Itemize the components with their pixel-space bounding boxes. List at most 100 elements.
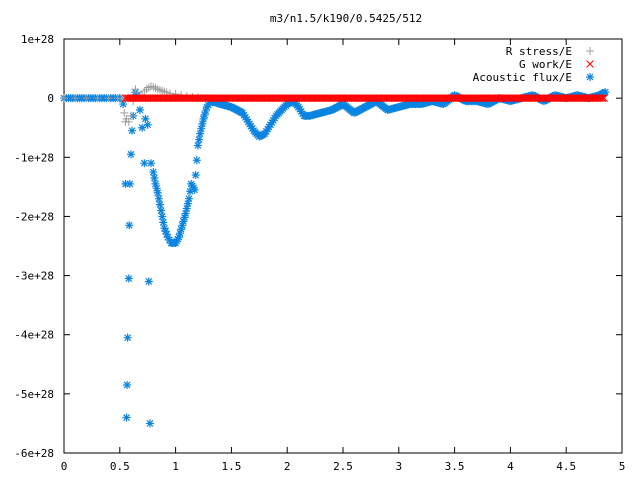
star-point — [191, 171, 200, 180]
legend-label: G work/E — [519, 58, 572, 71]
plus-point — [586, 47, 594, 55]
chart-title: m3/n1.5/k190/0.5425/512 — [270, 12, 422, 25]
star-point — [122, 413, 131, 422]
star-point — [174, 233, 183, 242]
star-point — [193, 141, 202, 150]
star-point — [176, 229, 185, 238]
plus-point — [104, 94, 113, 103]
y-tick-label: -1e+28 — [14, 151, 54, 164]
star-point — [157, 206, 166, 215]
star-point — [141, 114, 150, 123]
star-point — [197, 124, 206, 133]
star-point — [182, 204, 191, 213]
star-point — [149, 168, 158, 177]
y-tick-label: -2e+28 — [14, 210, 54, 223]
x-tick-label: 1 — [172, 460, 179, 473]
star-point — [126, 150, 135, 159]
y-axis: 1e+28 0 -1e+28 -2e+28 -3e+28 -4e+28 -5e+28 -6e+… — [14, 33, 622, 460]
star-point — [179, 217, 188, 226]
plus-point — [113, 94, 122, 103]
plus-point — [124, 117, 133, 126]
star-point — [123, 333, 132, 342]
cross-point — [596, 94, 605, 102]
star-point — [183, 199, 192, 208]
star-point — [152, 184, 161, 193]
star-point — [192, 156, 201, 165]
plus-point — [126, 111, 135, 120]
x-tick-label: 4 — [507, 460, 514, 473]
cross-point — [586, 60, 594, 68]
y-tick-label: 0 — [47, 92, 54, 105]
star-point — [119, 100, 128, 109]
plus-point — [144, 83, 153, 92]
star-point — [150, 173, 159, 182]
star-point — [199, 114, 208, 123]
legend-label: Acoustic flux/E — [473, 71, 572, 84]
star-point — [181, 209, 190, 218]
star-point — [144, 277, 153, 286]
star-point — [190, 185, 199, 194]
y-tick-label: -4e+28 — [14, 329, 54, 342]
star-point — [189, 183, 198, 192]
star-point — [138, 123, 147, 132]
star-point — [121, 179, 130, 188]
x-tick-label: 3.5 — [445, 460, 465, 473]
legend-label: R stress/E — [506, 45, 572, 58]
plus-point — [82, 94, 91, 103]
star-point — [135, 105, 144, 114]
star-point — [173, 235, 182, 244]
star-point — [187, 179, 196, 188]
series-layer — [60, 82, 610, 428]
x-axis: 0 0.5 1 1.5 2 2.5 3 3.5 4 4.5 5 — [61, 39, 626, 473]
star-point — [143, 120, 152, 129]
star-point — [154, 194, 163, 203]
plus-point — [120, 108, 129, 117]
star-point — [195, 135, 204, 144]
star-point — [171, 239, 180, 248]
star-point — [123, 380, 132, 389]
star-point — [601, 88, 610, 97]
star-point — [196, 129, 205, 138]
cross-point — [598, 94, 607, 102]
x-tick-label: 1.5 — [221, 460, 241, 473]
star-point — [153, 188, 162, 197]
star-point — [161, 227, 170, 236]
star-point — [140, 159, 149, 168]
star-point — [125, 221, 134, 230]
star-point — [177, 225, 186, 234]
x-tick-label: 3 — [395, 460, 402, 473]
y-tick-label: -5e+28 — [14, 388, 54, 401]
star-point — [180, 213, 189, 222]
star-point — [172, 237, 181, 246]
series-acoustic-flux — [60, 88, 610, 428]
star-point — [178, 221, 187, 230]
star-point — [151, 179, 160, 188]
star-point — [163, 233, 172, 242]
star-point — [155, 200, 164, 209]
x-tick-label: 5 — [619, 460, 626, 473]
star-point — [201, 106, 210, 115]
x-tick-label: 2 — [284, 460, 291, 473]
y-tick-label: 1e+28 — [21, 33, 54, 46]
cross-point — [600, 94, 608, 102]
x-tick-label: 0.5 — [110, 460, 130, 473]
star-point — [184, 194, 193, 203]
star-point — [162, 230, 171, 239]
star-point — [158, 212, 167, 221]
y-tick-label: -6e+28 — [14, 447, 54, 460]
star-point — [159, 218, 168, 227]
star-point — [125, 179, 134, 188]
star-point — [586, 73, 594, 81]
plus-point — [140, 87, 149, 96]
plus-point — [93, 94, 102, 103]
star-point — [145, 419, 154, 428]
star-point — [147, 159, 156, 168]
star-point — [124, 274, 133, 283]
x-tick-label: 0 — [61, 460, 68, 473]
star-point — [128, 126, 137, 135]
star-point — [165, 236, 174, 245]
star-point — [200, 110, 209, 119]
star-point — [198, 119, 207, 128]
